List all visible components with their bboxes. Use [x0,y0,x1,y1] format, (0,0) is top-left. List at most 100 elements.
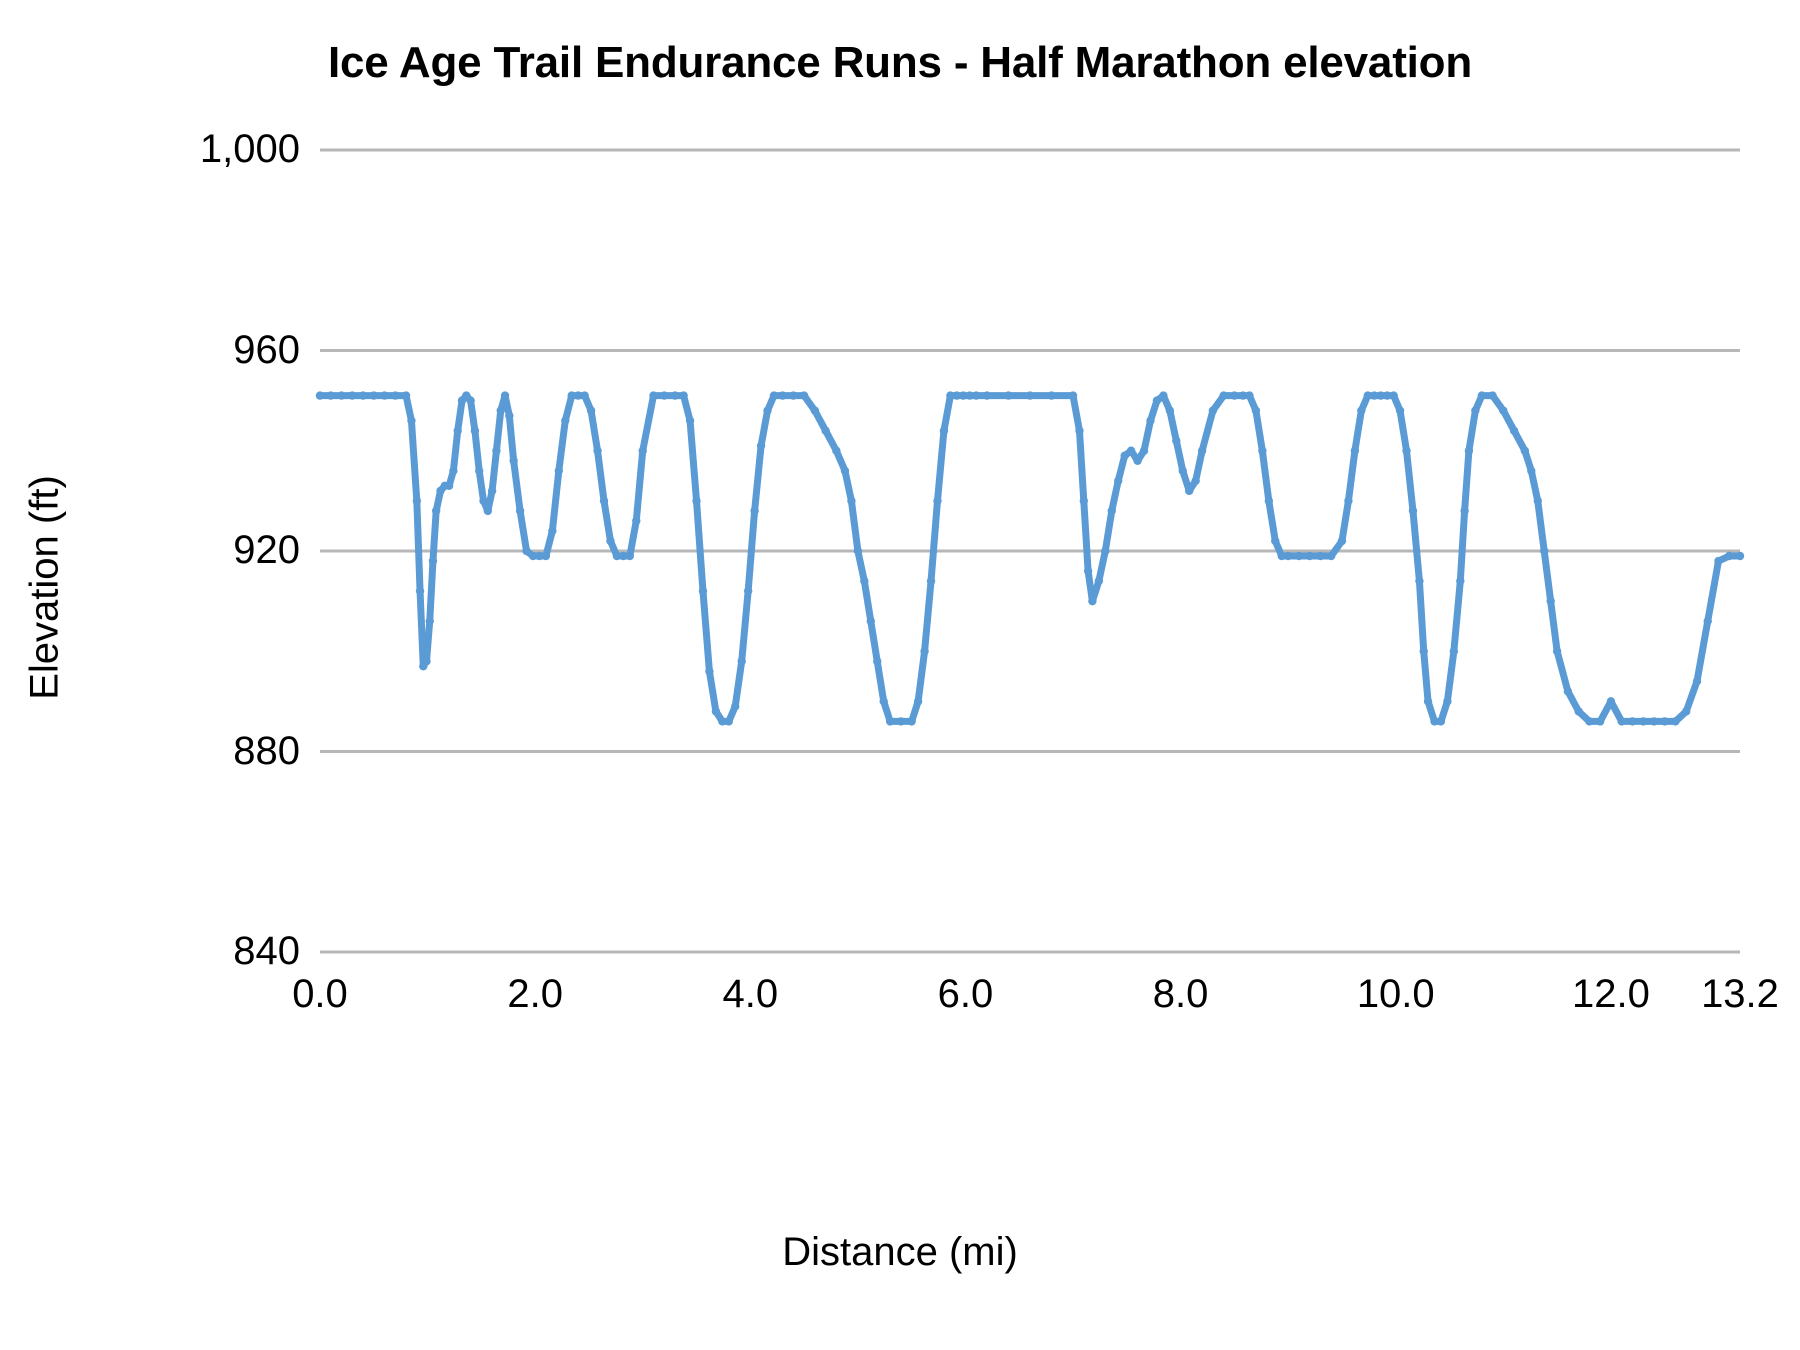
data-point [1094,576,1104,586]
data-point [548,526,557,536]
data-point [528,551,538,561]
data-point [1363,391,1372,400]
x-axis-tick-label: 10.0 [1356,972,1435,1016]
data-point [778,391,787,400]
data-point [1107,506,1116,516]
data-point [1165,406,1175,415]
data-point [926,576,936,586]
data-point [1294,551,1304,561]
data-point [625,551,635,561]
data-point [769,391,779,400]
data-point [692,496,701,506]
data-point [479,496,488,506]
data-point [946,391,955,400]
data-point [1499,406,1508,415]
x-axis-tick-label: 2.0 [507,972,563,1016]
y-axis-tick-label: 840 [233,929,300,973]
x-axis-tick-label: 8.0 [1152,972,1209,1016]
x-axis-tick-label: 13.2 [1701,972,1779,1016]
data-point [1617,717,1626,726]
data-point [1004,391,1013,400]
data-point [1264,496,1274,506]
data-point [1088,596,1097,606]
data-point [1316,551,1325,561]
x-axis-tick-label: 4.0 [722,972,779,1016]
data-point [483,506,493,516]
data-point [606,536,615,546]
data-point [496,406,505,415]
data-point [750,506,759,516]
data-point [1402,446,1411,455]
data-point [1692,677,1702,686]
data-point [1159,391,1168,400]
data-point [1370,391,1379,400]
data-point [567,391,576,400]
data-point [599,496,609,506]
data-point [1185,486,1194,496]
data-point [1456,576,1465,586]
data-point [586,406,596,415]
data-point [431,506,441,516]
data-point [879,697,888,706]
data-point [847,496,856,506]
series-markers [315,391,1745,726]
data-point [428,556,438,566]
data-point [670,391,680,400]
data-point [1408,506,1418,516]
data-point [573,391,583,400]
data-point [1120,451,1129,460]
data-point [1277,551,1286,561]
data-point [1546,596,1555,606]
data-point [612,551,622,561]
data-point [1436,717,1446,726]
data-point [1382,391,1392,400]
data-point [358,391,368,400]
data-point [1563,687,1573,696]
data-point [1735,551,1745,561]
data-point [593,446,602,455]
data-point [554,466,564,475]
data-point [449,466,458,475]
data-point [1152,396,1162,405]
data-point [401,391,411,400]
data-point [1191,476,1200,486]
data-point [1488,391,1497,400]
data-point [789,391,798,400]
data-point [1075,426,1084,435]
data-point [1251,406,1261,415]
data-point [1449,647,1459,656]
data-point [1574,707,1583,716]
data-point [1114,476,1123,486]
data-point [1638,717,1648,726]
data-point [907,717,916,726]
data-point [866,616,875,626]
data-point [840,466,850,475]
x-axis-tick-label: 12.0 [1571,972,1650,1016]
data-point [407,416,416,425]
data-point [1585,717,1594,726]
data-point [933,496,942,506]
data-point [380,391,389,400]
data-point [1395,406,1405,415]
data-point [763,406,772,415]
data-point [860,576,869,586]
data-point [1083,566,1093,576]
data-point [1305,551,1314,561]
data-point [1682,707,1691,716]
data-point [1126,446,1136,455]
data-point [731,702,740,711]
data-point [561,416,570,425]
data-point [466,396,475,405]
data-point [873,657,882,666]
data-point [391,391,400,400]
data-point [1415,576,1424,586]
data-point [505,411,514,420]
data-point [1471,406,1480,415]
data-point [1219,391,1228,400]
data-point [1283,551,1293,561]
data-point [541,551,551,561]
data-point [1725,551,1734,561]
data-point [1430,717,1439,726]
data-point [965,391,974,400]
data-point [1628,717,1637,726]
